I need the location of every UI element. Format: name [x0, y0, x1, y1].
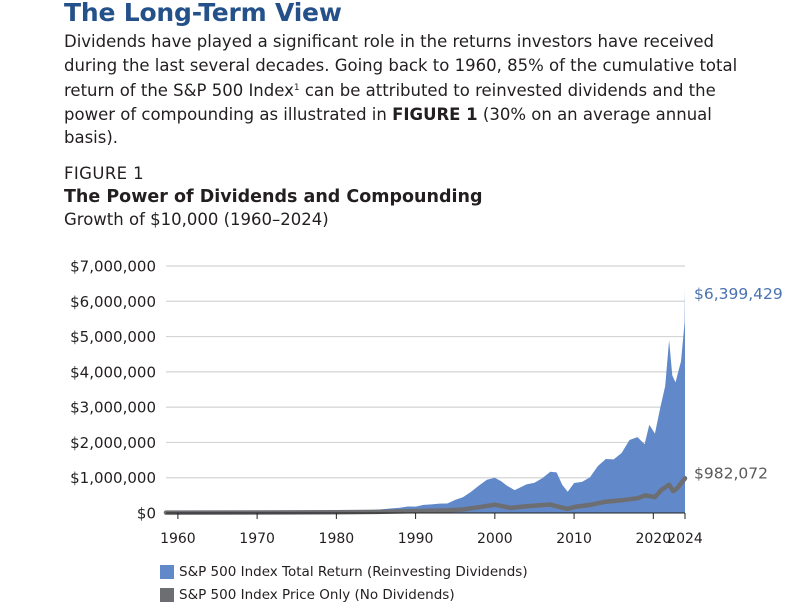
grid-lines [166, 265, 685, 479]
figure-label: FIGURE 1 [64, 164, 145, 183]
y-tick-label: $2,000,000 [70, 434, 156, 452]
total-return-area-layer [166, 287, 685, 513]
y-axis: $0 $1,000,000 $2,000,000 $3,000,000 $4,000,0… [70, 258, 156, 523]
x-tick-label: 1990 [398, 531, 434, 547]
intro-text-2: can be attributed to reinvested dividend… [64, 81, 716, 124]
intro-paragraph: Dividends have played a significant role… [64, 30, 764, 150]
end-labels: $6,399,429 $982,072 [694, 285, 783, 482]
page-title: The Long-Term View [64, 0, 342, 27]
legend-label-total-return: S&P 500 Index Total Return (Reinvesting … [179, 564, 528, 580]
x-tick-label: 2000 [477, 531, 513, 547]
y-tick-label: $1,000,000 [70, 469, 156, 487]
legend-swatch-price-only [160, 588, 174, 602]
total-return-end-label: $6,399,429 [694, 285, 783, 303]
y-tick-label: $3,000,000 [70, 399, 156, 417]
y-tick-label: $5,000,000 [70, 328, 156, 346]
footnote-marker: 1 [293, 83, 300, 93]
intro-text-1: Dividends have played a significant role… [64, 32, 738, 100]
y-tick-label: $4,000,000 [70, 363, 156, 381]
figure-reference: FIGURE 1 [392, 104, 478, 124]
total-return-area [166, 287, 685, 513]
figure-title: The Power of Dividends and Compounding [64, 187, 483, 207]
price-only-line-layer [163, 476, 688, 515]
y-tick-label: $0 [137, 505, 156, 523]
x-tick-label: 2024 [667, 531, 703, 547]
x-tick-label: 1960 [160, 531, 196, 547]
x-tick-label: 2010 [556, 531, 592, 547]
figure-subtitle: Growth of $10,000 (1960–2024) [64, 210, 329, 229]
growth-chart: $0 $1,000,000 $2,000,000 $3,000,000 $4,000,0… [70, 258, 783, 548]
y-tick-label: $7,000,000 [70, 258, 156, 276]
legend-total-return: S&P 500 Index Total Return (Reinvesting … [160, 564, 528, 580]
legend-label-price-only: S&P 500 Index Price Only (No Dividends) [179, 587, 455, 603]
price-only-end-label: $982,072 [694, 464, 768, 482]
legend-swatch-total-return [160, 565, 174, 579]
intro-text-3: (30% on an average annual basis). [64, 104, 712, 148]
x-tick-label: 1970 [239, 531, 275, 547]
price-only-line [163, 476, 688, 515]
x-tick-label: 1980 [319, 531, 355, 547]
legend-price-only: S&P 500 Index Price Only (No Dividends) [160, 587, 455, 603]
y-tick-label: $6,000,000 [70, 293, 156, 311]
x-tick-label: 2020 [635, 531, 671, 547]
